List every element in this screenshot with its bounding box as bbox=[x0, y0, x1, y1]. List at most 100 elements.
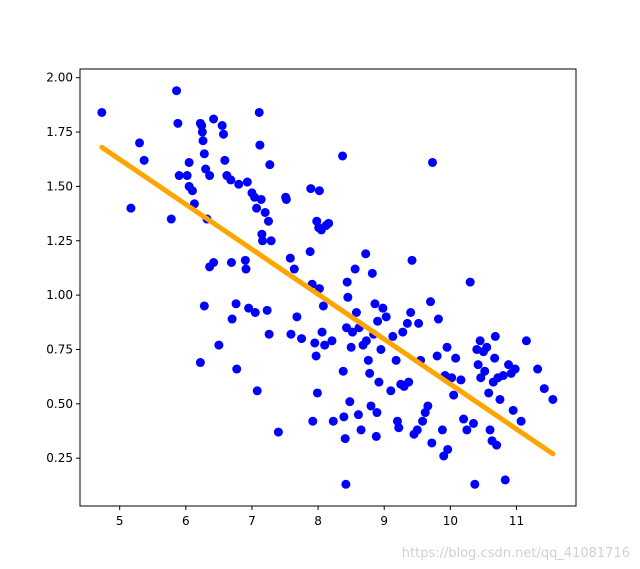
data-point bbox=[381, 312, 391, 322]
data-point bbox=[462, 425, 472, 435]
data-point bbox=[521, 336, 531, 346]
data-point bbox=[345, 397, 355, 407]
data-point bbox=[226, 257, 236, 267]
y-tick-label: 1.00 bbox=[46, 288, 73, 302]
data-point bbox=[391, 355, 401, 365]
data-point bbox=[342, 277, 352, 287]
data-point bbox=[398, 327, 408, 337]
data-point bbox=[166, 214, 176, 224]
data-point bbox=[198, 136, 208, 146]
data-point bbox=[510, 364, 520, 374]
data-point bbox=[205, 171, 215, 181]
data-point bbox=[305, 247, 315, 257]
data-point bbox=[407, 255, 417, 265]
data-point bbox=[459, 414, 469, 424]
y-tick-label: 1.25 bbox=[46, 234, 73, 248]
data-point bbox=[404, 377, 414, 387]
data-point bbox=[174, 171, 184, 181]
data-point bbox=[338, 151, 348, 161]
data-point bbox=[297, 334, 307, 344]
data-point bbox=[199, 149, 209, 159]
data-point bbox=[449, 390, 459, 400]
data-point bbox=[356, 425, 366, 435]
data-point bbox=[250, 308, 260, 318]
data-point bbox=[327, 336, 337, 346]
data-point bbox=[374, 377, 384, 387]
data-point bbox=[263, 216, 273, 226]
data-point bbox=[451, 353, 461, 363]
data-point bbox=[285, 253, 295, 263]
data-point bbox=[508, 405, 518, 415]
y-axis: 0.25 0.50 0.75 1.00 1.25 1.50 1.75 2.00 bbox=[46, 71, 80, 465]
data-point bbox=[490, 353, 500, 363]
data-point bbox=[266, 236, 276, 246]
data-point bbox=[231, 299, 241, 309]
data-point bbox=[394, 423, 404, 433]
data-point bbox=[126, 203, 136, 213]
data-point bbox=[470, 479, 480, 489]
data-point bbox=[361, 336, 371, 346]
data-point bbox=[363, 355, 373, 365]
data-point bbox=[498, 371, 508, 381]
data-point bbox=[423, 401, 433, 411]
data-point bbox=[286, 329, 296, 339]
data-point bbox=[258, 236, 268, 246]
data-point bbox=[371, 431, 381, 441]
data-point bbox=[347, 327, 357, 337]
data-point bbox=[473, 360, 483, 370]
data-point bbox=[254, 107, 264, 117]
data-point bbox=[328, 416, 338, 426]
data-point bbox=[306, 184, 316, 194]
data-point bbox=[310, 338, 320, 348]
data-point bbox=[402, 318, 412, 328]
data-point bbox=[260, 207, 270, 217]
y-tick-label: 0.50 bbox=[46, 397, 73, 411]
data-point bbox=[456, 375, 466, 385]
x-tick-label: 10 bbox=[443, 514, 458, 528]
y-tick-label: 1.75 bbox=[46, 125, 73, 139]
data-point bbox=[427, 157, 437, 167]
data-point bbox=[482, 342, 492, 352]
data-point bbox=[197, 121, 207, 131]
regression-line-group bbox=[99, 144, 556, 457]
data-point bbox=[232, 364, 242, 374]
data-point bbox=[338, 366, 348, 376]
data-point bbox=[351, 308, 361, 318]
data-point bbox=[353, 410, 363, 420]
data-point bbox=[97, 107, 107, 117]
data-point bbox=[314, 186, 324, 196]
data-point bbox=[500, 475, 510, 485]
data-point bbox=[292, 312, 302, 322]
data-point bbox=[370, 299, 380, 309]
data-point bbox=[197, 127, 207, 137]
data-point bbox=[182, 171, 192, 181]
data-point bbox=[490, 331, 500, 341]
data-point bbox=[340, 434, 350, 444]
data-point bbox=[220, 155, 230, 165]
x-tick-label: 11 bbox=[509, 514, 524, 528]
x-tick-label: 6 bbox=[182, 514, 190, 528]
data-point bbox=[341, 479, 351, 489]
data-point bbox=[226, 175, 236, 185]
data-point bbox=[426, 297, 436, 307]
data-point bbox=[475, 336, 485, 346]
data-point bbox=[443, 444, 453, 454]
data-point bbox=[324, 218, 334, 228]
data-point bbox=[414, 318, 424, 328]
data-point bbox=[257, 229, 267, 239]
data-point bbox=[219, 129, 229, 139]
data-point bbox=[388, 331, 398, 341]
data-point bbox=[484, 388, 494, 398]
data-point bbox=[432, 351, 442, 361]
data-point bbox=[241, 264, 251, 274]
data-point bbox=[548, 394, 558, 404]
data-point bbox=[135, 138, 145, 148]
data-point bbox=[273, 427, 283, 437]
data-point bbox=[252, 386, 262, 396]
data-point bbox=[442, 342, 452, 352]
x-axis: 5 6 7 8 9 10 11 bbox=[116, 506, 524, 528]
data-point bbox=[492, 440, 502, 450]
data-point bbox=[264, 329, 274, 339]
watermark-text: https://blog.csdn.net/qq_41081716 bbox=[401, 546, 630, 561]
